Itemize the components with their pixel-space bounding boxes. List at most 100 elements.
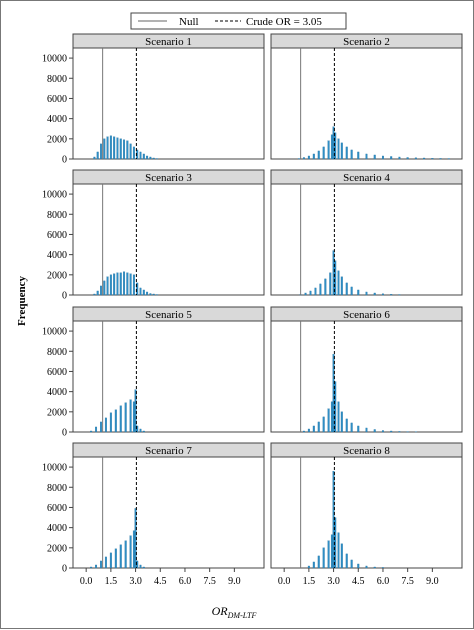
y-tick-label: 2000	[47, 543, 67, 554]
histogram-bar	[323, 548, 325, 568]
histogram-bar	[298, 158, 300, 159]
histogram-bar	[94, 157, 96, 159]
y-tick-label: 8000	[47, 483, 67, 494]
histogram-bar	[357, 290, 359, 295]
y-tick-label: 8000	[47, 347, 67, 358]
histogram-bar	[338, 139, 340, 159]
panel-scenario-2: Scenario 2	[271, 34, 462, 159]
x-tick-label: 3.0	[129, 576, 142, 587]
histogram-bar	[156, 294, 158, 295]
legend-crude-label: Crude OR = 3.05	[246, 16, 322, 28]
histogram-bar	[90, 567, 92, 568]
histogram-bar	[318, 422, 320, 432]
histogram-bar	[140, 152, 142, 159]
histogram-bar	[143, 431, 145, 432]
histogram-bar	[310, 291, 312, 295]
histogram-bar	[110, 136, 112, 159]
panel-title: Scenario 3	[145, 172, 192, 184]
histogram-bar	[135, 390, 137, 432]
histogram-bar	[100, 422, 102, 432]
y-tick-label: 6000	[47, 94, 67, 105]
histogram-bar	[140, 429, 142, 432]
histogram-bar	[100, 561, 102, 568]
panel-plot-area	[73, 457, 264, 568]
histogram-bar	[133, 531, 135, 568]
histogram-bar	[105, 418, 107, 432]
histogram-bar	[351, 560, 353, 568]
histogram-bar	[146, 292, 148, 295]
histogram-bar	[415, 158, 417, 159]
y-tick-label: 10000	[42, 54, 67, 65]
histogram-bar	[341, 412, 343, 432]
histogram-bar	[303, 157, 305, 159]
histogram-bar	[328, 541, 330, 568]
histogram-bar	[143, 567, 145, 568]
y-tick-label: 2000	[47, 270, 67, 281]
histogram-bar	[113, 137, 115, 159]
histogram-bar	[103, 281, 105, 295]
histogram-bar	[315, 288, 317, 295]
histogram-bar	[143, 290, 145, 295]
histogram-bar	[150, 293, 152, 295]
histogram-bar	[374, 567, 376, 568]
histogram-bar	[357, 564, 359, 568]
histogram-bar	[150, 157, 152, 159]
histogram-bar	[448, 158, 450, 159]
histogram-bar	[95, 565, 97, 568]
histogram-bar	[323, 417, 325, 432]
histogram-bar	[308, 156, 310, 159]
y-tick-label: 6000	[47, 503, 67, 514]
x-tick-label: 0.0	[80, 576, 93, 587]
histogram-bar	[390, 431, 392, 432]
x-tick-label: 9.0	[228, 576, 241, 587]
x-tick-label: 6.0	[377, 576, 390, 587]
histogram-bar	[341, 143, 343, 159]
histogram-bar	[143, 154, 145, 159]
x-tick-label: 1.5	[303, 576, 316, 587]
histogram-bar	[366, 428, 368, 432]
histogram-bar	[351, 150, 353, 159]
histogram-bar	[115, 549, 117, 568]
panel-title: Scenario 4	[343, 172, 390, 184]
histogram-bar	[120, 406, 122, 432]
panel-title: Scenario 1	[145, 36, 192, 48]
histogram-bar	[110, 413, 112, 432]
histogram-bar	[440, 158, 442, 159]
x-axis-label-main: OR	[212, 604, 229, 618]
histogram-bar	[107, 277, 109, 295]
y-tick-label: 0	[62, 155, 67, 166]
x-tick-label: 3.0	[327, 576, 340, 587]
histogram-bar	[140, 565, 142, 568]
histogram-bar	[366, 292, 368, 295]
histogram-bar	[374, 155, 376, 159]
histogram-bar	[100, 144, 102, 159]
histogram-bar	[156, 158, 158, 159]
histogram-bar	[328, 141, 330, 159]
histogram-bar	[303, 431, 305, 432]
histogram-bar	[399, 294, 401, 295]
histogram-bar	[338, 402, 340, 432]
panel-title: Scenario 7	[145, 445, 192, 457]
histogram-bar	[107, 137, 109, 159]
histogram-bar	[341, 277, 343, 295]
histogram-bar	[374, 293, 376, 295]
histogram-bar	[313, 154, 315, 159]
panel-title: Scenario 2	[343, 36, 390, 48]
x-tick-label: 4.5	[154, 576, 167, 587]
x-tick-label: 0.0	[278, 576, 291, 587]
x-tick-label: 9.0	[426, 576, 439, 587]
histogram-bar	[130, 400, 132, 432]
histogram-bar	[97, 152, 99, 159]
y-tick-label: 4000	[47, 114, 67, 125]
histogram-bar	[382, 156, 384, 159]
histogram-bar	[90, 431, 92, 432]
histogram-bar	[125, 403, 127, 432]
histogram-bar	[382, 294, 384, 295]
histogram-bar	[120, 273, 122, 295]
histogram-bar	[120, 139, 122, 159]
histogram-bar	[146, 156, 148, 159]
y-tick-label: 4000	[47, 250, 67, 261]
histogram-bar	[105, 557, 107, 568]
